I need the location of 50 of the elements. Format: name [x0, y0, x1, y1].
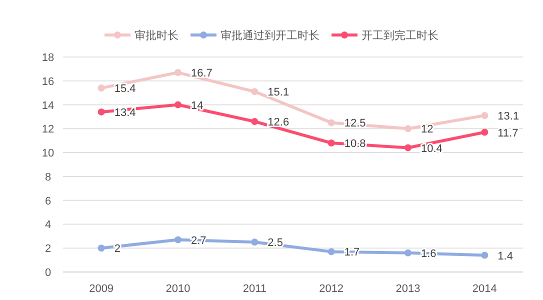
data-label: 12.6 [268, 116, 290, 128]
data-label: 15.1 [268, 86, 290, 99]
point [98, 84, 105, 92]
legend-label: 审批通过到开工时长 [220, 29, 320, 42]
point [481, 252, 488, 259]
x-tick-label: 2014 [472, 283, 497, 295]
point [174, 101, 182, 108]
point [174, 69, 182, 76]
x-tick-label: 2010 [166, 283, 190, 295]
point [328, 248, 335, 256]
y-tick-label: 4 [44, 219, 52, 232]
x-tick-label: 2011 [242, 283, 266, 295]
data-label: 11.7 [498, 127, 518, 140]
x-tick-label: 2013 [396, 283, 420, 295]
y-tick-label: 12 [42, 124, 54, 136]
data-label: 13.1 [498, 110, 520, 123]
data-label: 16.7 [191, 68, 212, 80]
y-tick-label: 2 [44, 243, 52, 256]
data-label: 12 [421, 124, 434, 136]
point [251, 118, 258, 125]
point [328, 140, 335, 146]
y-tick-label: 0 [44, 267, 52, 279]
x-tick-label: 2012 [319, 283, 344, 295]
y-tick-label: 14 [42, 100, 54, 112]
point [251, 238, 258, 246]
legend-label: 审批时长 [134, 29, 178, 42]
data-label: 12.5 [344, 118, 366, 130]
point [98, 244, 105, 252]
data-label: 2.7 [191, 234, 206, 247]
legend-label: 开工到完工时长 [362, 29, 438, 42]
data-label: 1.6 [421, 248, 436, 260]
y-tick-label: 16 [42, 76, 54, 88]
y-tick-label: 18 [42, 52, 54, 64]
point [404, 249, 412, 256]
point [174, 236, 182, 244]
y-tick-label: 8 [44, 171, 52, 184]
y-tick-label: 6 [44, 195, 52, 208]
point [251, 88, 258, 96]
point [481, 128, 488, 136]
point [328, 119, 335, 126]
point [98, 108, 105, 116]
point [404, 144, 412, 152]
data-label: 10.4 [421, 142, 442, 155]
point [481, 112, 488, 120]
point [404, 125, 412, 132]
data-label: 2.5 [268, 237, 283, 250]
y-tick-label: 10 [42, 148, 54, 160]
data-label: 15.4 [114, 83, 136, 96]
x-tick-label: 2009 [89, 283, 114, 295]
data-label: 1.4 [498, 250, 513, 262]
